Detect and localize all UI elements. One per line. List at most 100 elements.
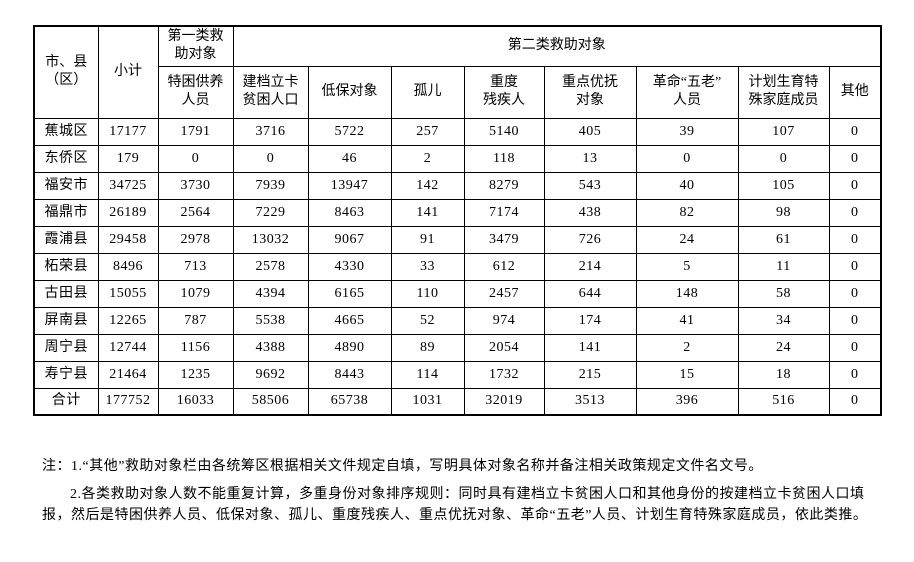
header-orphans: 孤儿 [390, 65, 465, 119]
data-cell: 15055 [97, 279, 159, 308]
data-cell: 174 [543, 306, 637, 335]
data-cell: 1732 [463, 360, 545, 389]
data-cell: 18 [737, 360, 830, 389]
data-cell: 0 [828, 144, 882, 173]
data-cell: 0 [635, 144, 739, 173]
data-cell: 713 [157, 252, 234, 281]
notes: 注：1.“其他”救助对象栏由各统筹区根据相关文件规定自填，写明具体对象名称并备注… [42, 456, 888, 526]
data-cell: 105 [737, 171, 830, 200]
row-label: 古田县 [33, 279, 99, 308]
data-cell: 0 [828, 198, 882, 227]
data-cell: 98 [737, 198, 830, 227]
header-severely-disabled: 重度 残疾人 [463, 65, 545, 119]
data-cell: 0 [737, 144, 830, 173]
data-cell: 58 [737, 279, 830, 308]
header-category-2: 第二类救助对象 [232, 25, 882, 67]
table-row: 柘荣县 8496 713 2578 4330 33 612 214 5 11 0 [33, 252, 882, 281]
data-cell: 82 [635, 198, 739, 227]
data-cell: 2578 [232, 252, 309, 281]
data-cell: 1031 [390, 387, 465, 416]
header-family-planning-special-families: 计划生育特 殊家庭成员 [737, 65, 830, 119]
data-cell: 1791 [157, 117, 234, 146]
data-cell: 16033 [157, 387, 234, 416]
data-cell: 34725 [97, 171, 159, 200]
data-cell: 2054 [463, 333, 545, 362]
data-cell: 7174 [463, 198, 545, 227]
row-label: 柘荣县 [33, 252, 99, 281]
data-cell: 9692 [232, 360, 309, 389]
header-subsistence-allowance: 低保对象 [307, 65, 392, 119]
data-cell: 40 [635, 171, 739, 200]
data-cell: 141 [543, 333, 637, 362]
row-label: 合计 [33, 387, 99, 416]
data-cell: 974 [463, 306, 545, 335]
header-category-1: 第一类救 助对象 [157, 25, 234, 67]
data-cell: 543 [543, 171, 637, 200]
data-cell: 179 [97, 144, 159, 173]
data-cell: 4890 [307, 333, 392, 362]
row-label: 寿宁县 [33, 360, 99, 389]
table-row: 蕉城区 17177 1791 3716 5722 257 5140 405 39 107 0 [33, 117, 882, 146]
data-cell: 13947 [307, 171, 392, 200]
data-cell: 6165 [307, 279, 392, 308]
header-region: 市、县 （区） [33, 25, 99, 119]
data-cell: 0 [157, 144, 234, 173]
data-cell: 21464 [97, 360, 159, 389]
data-cell: 15 [635, 360, 739, 389]
data-cell: 3479 [463, 225, 545, 254]
data-cell: 13 [543, 144, 637, 173]
row-label: 东侨区 [33, 144, 99, 173]
table-header: 市、县 （区） 小计 第一类救 助对象 第二类救助对象 特困供养 人员 建档立卡… [33, 25, 882, 119]
data-cell: 12744 [97, 333, 159, 362]
data-cell: 41 [635, 306, 739, 335]
header-row-1: 市、县 （区） 小计 第一类救 助对象 第二类救助对象 [33, 25, 882, 119]
data-cell: 32019 [463, 387, 545, 416]
data-cell: 142 [390, 171, 465, 200]
header-row-2: 特困供养 人员 建档立卡 贫困人口 低保对象 孤儿 重度 残疾人 重点优抚 对象… [34, 65, 882, 119]
data-cell: 33 [390, 252, 465, 281]
data-cell: 107 [737, 117, 830, 146]
data-cell: 0 [828, 225, 882, 254]
data-cell: 516 [737, 387, 830, 416]
data-cell: 2457 [463, 279, 545, 308]
data-cell: 726 [543, 225, 637, 254]
data-cell: 91 [390, 225, 465, 254]
data-cell: 5 [635, 252, 739, 281]
data-cell: 2564 [157, 198, 234, 227]
data-cell: 52 [390, 306, 465, 335]
header-priority-care-recipients: 重点优抚 对象 [543, 65, 637, 119]
data-cell: 4394 [232, 279, 309, 308]
data-cell: 0 [828, 333, 882, 362]
aid-recipients-table: 市、县 （区） 小计 第一类救 助对象 第二类救助对象 特困供养 人员 建档立卡… [33, 25, 882, 417]
data-cell: 177752 [97, 387, 159, 416]
header-subtotal: 小计 [97, 25, 159, 119]
data-cell: 9067 [307, 225, 392, 254]
data-cell: 7229 [232, 198, 309, 227]
row-label: 蕉城区 [33, 117, 99, 146]
data-cell: 0 [828, 306, 882, 335]
header-registered-poor-population: 建档立卡 贫困人口 [232, 65, 309, 119]
data-cell: 24 [737, 333, 830, 362]
data-cell: 612 [463, 252, 545, 281]
note-1: 注：1.“其他”救助对象栏由各统筹区根据相关文件规定自填，写明具体对象名称并备注… [42, 459, 763, 474]
data-cell: 1235 [157, 360, 234, 389]
row-label: 霞浦县 [33, 225, 99, 254]
data-cell: 13032 [232, 225, 309, 254]
data-cell: 2 [635, 333, 739, 362]
data-cell: 0 [828, 387, 882, 416]
data-cell: 24 [635, 225, 739, 254]
data-cell: 644 [543, 279, 637, 308]
header-five-elders-personnel: 革命“五老” 人员 [635, 65, 739, 119]
data-cell: 5140 [463, 117, 545, 146]
table-row: 屏南县 12265 787 5538 4665 52 974 174 41 34 0 [33, 306, 882, 335]
data-cell: 61 [737, 225, 830, 254]
data-cell: 118 [463, 144, 545, 173]
data-cell: 12265 [97, 306, 159, 335]
data-cell: 26189 [97, 198, 159, 227]
data-cell: 3716 [232, 117, 309, 146]
data-cell: 2978 [157, 225, 234, 254]
data-cell: 0 [232, 144, 309, 173]
data-cell: 114 [390, 360, 465, 389]
data-cell: 11 [737, 252, 830, 281]
